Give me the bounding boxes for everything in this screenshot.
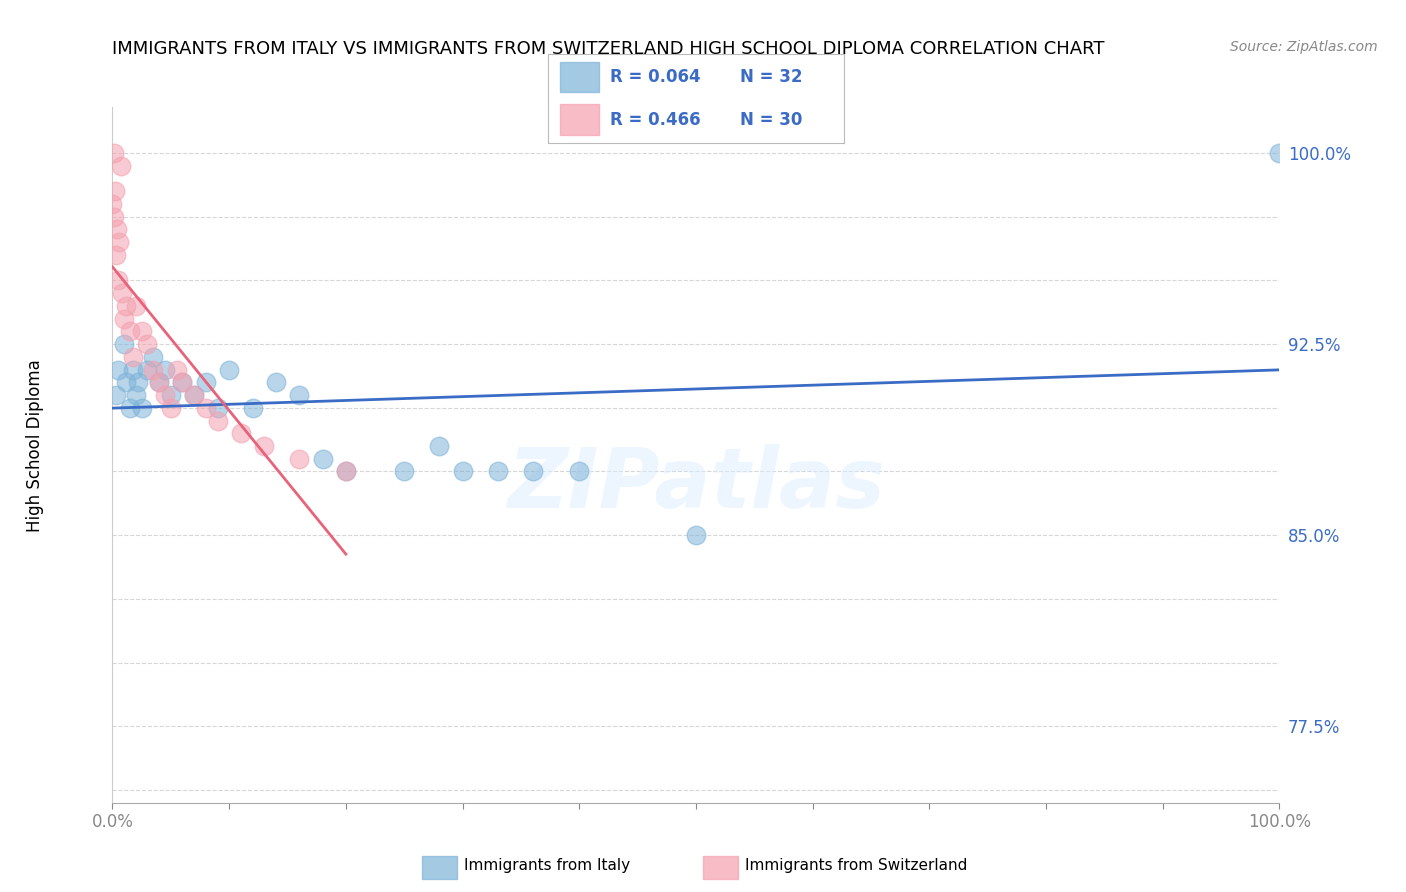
Point [451, 465, 474, 479]
Point [685, 528, 707, 542]
Point [183, 388, 205, 402]
Point [568, 465, 591, 479]
Point [392, 465, 416, 479]
Point [288, 388, 311, 402]
Point [112, 337, 135, 351]
Point [183, 388, 205, 402]
Point [153, 388, 176, 402]
Text: N = 30: N = 30 [741, 111, 803, 128]
Bar [560, 62, 599, 92]
Point [229, 426, 252, 441]
Point [115, 376, 138, 390]
Point [127, 376, 149, 390]
Point [104, 388, 127, 402]
Text: Immigrants from Switzerland: Immigrants from Switzerland [745, 858, 967, 872]
Point [160, 401, 183, 415]
Point [104, 248, 127, 262]
Point [486, 465, 509, 479]
Text: IMMIGRANTS FROM ITALY VS IMMIGRANTS FROM SWITZERLAND HIGH SCHOOL DIPLOMA CORRELA: IMMIGRANTS FROM ITALY VS IMMIGRANTS FROM… [112, 40, 1105, 58]
Point [101, 197, 124, 211]
Point [107, 273, 129, 287]
Point [103, 210, 125, 224]
Point [108, 235, 131, 249]
Point [122, 350, 145, 364]
Point [112, 311, 135, 326]
Point [172, 376, 194, 390]
Point [242, 401, 264, 415]
Point [253, 439, 276, 453]
Point [122, 362, 145, 376]
Point [1268, 145, 1291, 160]
Point [110, 159, 132, 173]
Text: High School Diploma: High School Diploma [27, 359, 44, 533]
Point [207, 413, 229, 427]
Point [125, 299, 148, 313]
Point [104, 184, 127, 198]
Point [264, 376, 287, 390]
Point [115, 299, 138, 313]
Point [148, 376, 170, 390]
Point [522, 465, 544, 479]
Text: N = 32: N = 32 [741, 68, 803, 86]
Point [311, 451, 333, 466]
Point [335, 465, 357, 479]
Point [118, 324, 141, 338]
Point [148, 376, 170, 390]
Point [427, 439, 450, 453]
Point [172, 376, 194, 390]
Point [125, 388, 148, 402]
Bar [560, 104, 599, 135]
Point [160, 388, 183, 402]
Point [103, 145, 125, 160]
Point [142, 350, 165, 364]
Point [118, 401, 141, 415]
Text: R = 0.064: R = 0.064 [610, 68, 702, 86]
Point [288, 451, 311, 466]
Point [153, 362, 176, 376]
Point [166, 362, 188, 376]
Point [107, 362, 129, 376]
Point [131, 324, 153, 338]
Point [136, 337, 159, 351]
Text: Immigrants from Italy: Immigrants from Italy [464, 858, 630, 872]
Point [194, 376, 217, 390]
Point [335, 465, 357, 479]
Text: Source: ZipAtlas.com: Source: ZipAtlas.com [1230, 40, 1378, 54]
Point [142, 362, 165, 376]
Point [136, 362, 159, 376]
Point [194, 401, 217, 415]
Text: R = 0.466: R = 0.466 [610, 111, 702, 128]
Point [111, 286, 134, 301]
Point [218, 362, 240, 376]
Text: ZIPatlas: ZIPatlas [508, 443, 884, 524]
Point [105, 222, 128, 236]
Point [131, 401, 153, 415]
Point [207, 401, 229, 415]
